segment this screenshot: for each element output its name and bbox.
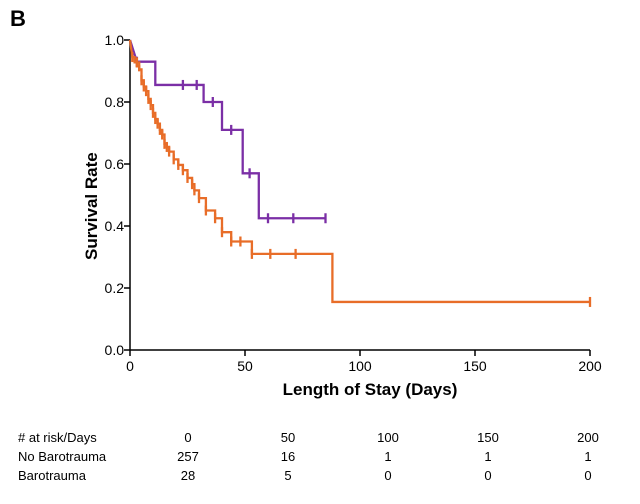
y-tick-label: 0.6 — [94, 156, 124, 172]
y-tick-label: 0.8 — [94, 94, 124, 110]
survival-chart — [130, 40, 590, 350]
risk-value: 16 — [238, 449, 338, 464]
risk-row: Barotrauma285000 — [18, 468, 638, 487]
risk-value: 5 — [238, 468, 338, 483]
risk-row-label: No Barotrauma — [18, 449, 138, 464]
at-risk-table: # at risk/Days050100150200No Barotrauma2… — [18, 430, 638, 487]
risk-value: 257 — [138, 449, 238, 464]
x-tick-label: 150 — [455, 358, 495, 374]
risk-value: 1 — [538, 449, 638, 464]
y-tick-label: 0.2 — [94, 280, 124, 296]
y-tick-label: 0.0 — [94, 342, 124, 358]
y-tick-label: 1.0 — [94, 32, 124, 48]
risk-value: 1 — [338, 449, 438, 464]
x-tick-label: 0 — [110, 358, 150, 374]
risk-row-label: Barotrauma — [18, 468, 138, 483]
risk-row: No Barotrauma25716111 — [18, 449, 638, 468]
risk-value: 0 — [538, 468, 638, 483]
risk-col-header: 0 — [138, 430, 238, 445]
risk-value: 28 — [138, 468, 238, 483]
risk-value: 0 — [338, 468, 438, 483]
panel-label: B — [10, 6, 26, 32]
risk-header-row: # at risk/Days050100150200 — [18, 430, 638, 449]
risk-col-header: 200 — [538, 430, 638, 445]
risk-col-header: 50 — [238, 430, 338, 445]
risk-value: 1 — [438, 449, 538, 464]
y-tick-label: 0.4 — [94, 218, 124, 234]
risk-value: 0 — [438, 468, 538, 483]
x-tick-label: 200 — [570, 358, 610, 374]
risk-header-label: # at risk/Days — [18, 430, 138, 445]
x-axis-title: Length of Stay (Days) — [260, 380, 480, 400]
x-tick-label: 100 — [340, 358, 380, 374]
chart-svg — [122, 36, 598, 362]
survival-curve-no-barotrauma — [130, 40, 590, 302]
x-tick-label: 50 — [225, 358, 265, 374]
risk-col-header: 100 — [338, 430, 438, 445]
risk-col-header: 150 — [438, 430, 538, 445]
